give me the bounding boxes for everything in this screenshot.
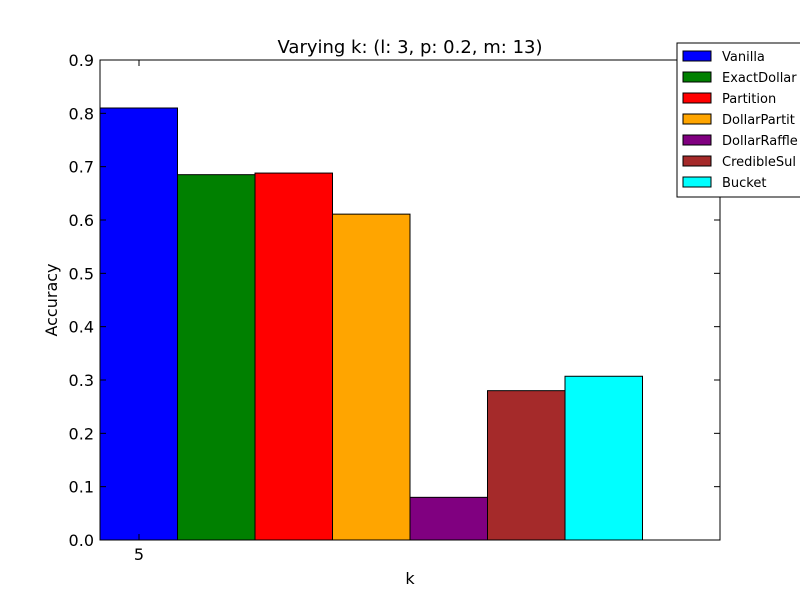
legend-label: DollarRaffle (722, 134, 798, 149)
y-tick-label: 0.0 (69, 531, 94, 550)
chart-title: Varying k: (l: 3, p: 0.2, m: 13) (278, 37, 543, 58)
x-axis-label: k (405, 569, 415, 588)
y-tick-label: 0.4 (69, 318, 94, 337)
y-tick-label: 0.7 (69, 158, 94, 177)
legend-swatch (682, 134, 712, 146)
x-axis: 5 (134, 60, 144, 564)
plot-frame (99, 59, 721, 541)
y-tick-label: 0.8 (69, 104, 94, 123)
legend-label: Partition (722, 92, 776, 107)
legend-swatch (682, 176, 712, 188)
legend-swatch (682, 113, 712, 125)
legend-label: Bucket (722, 176, 766, 191)
bar-dollarraffle (409, 496, 488, 541)
bar-bucket (564, 375, 643, 541)
y-tick-label: 0.3 (69, 371, 94, 390)
bars-group (99, 107, 643, 541)
bar-partition (254, 172, 333, 541)
bar-dollarpartit (332, 213, 411, 541)
legend-swatch (682, 155, 712, 167)
legend-label: DollarPartit (722, 113, 795, 128)
legend: Vanilla ExactDollar Partition DollarPartit D… (676, 42, 800, 198)
legend-label: ExactDollar (722, 71, 797, 86)
y-tick-label: 0.2 (69, 424, 94, 443)
y-tick-label: 0.9 (69, 51, 94, 70)
x-tick-label: 5 (134, 545, 144, 564)
y-tick-label: 0.1 (69, 478, 94, 497)
legend-swatch (682, 92, 712, 104)
y-tick-label: 0.6 (69, 211, 94, 230)
y-axis-label: Accuracy (42, 263, 61, 336)
y-tick-label: 0.5 (69, 264, 94, 283)
y-axis: 0.0 0.1 0.2 0.3 0.4 0.5 0.6 0.7 0.8 0.9 (69, 51, 720, 550)
legend-swatch (682, 71, 712, 83)
legend-label: CredibleSul (722, 155, 796, 170)
bar-exactdollar (177, 174, 256, 541)
legend-label: Vanilla (722, 50, 765, 65)
bar-vanilla (99, 107, 178, 541)
bar-crediblesul (487, 390, 566, 541)
legend-swatch (682, 50, 712, 62)
